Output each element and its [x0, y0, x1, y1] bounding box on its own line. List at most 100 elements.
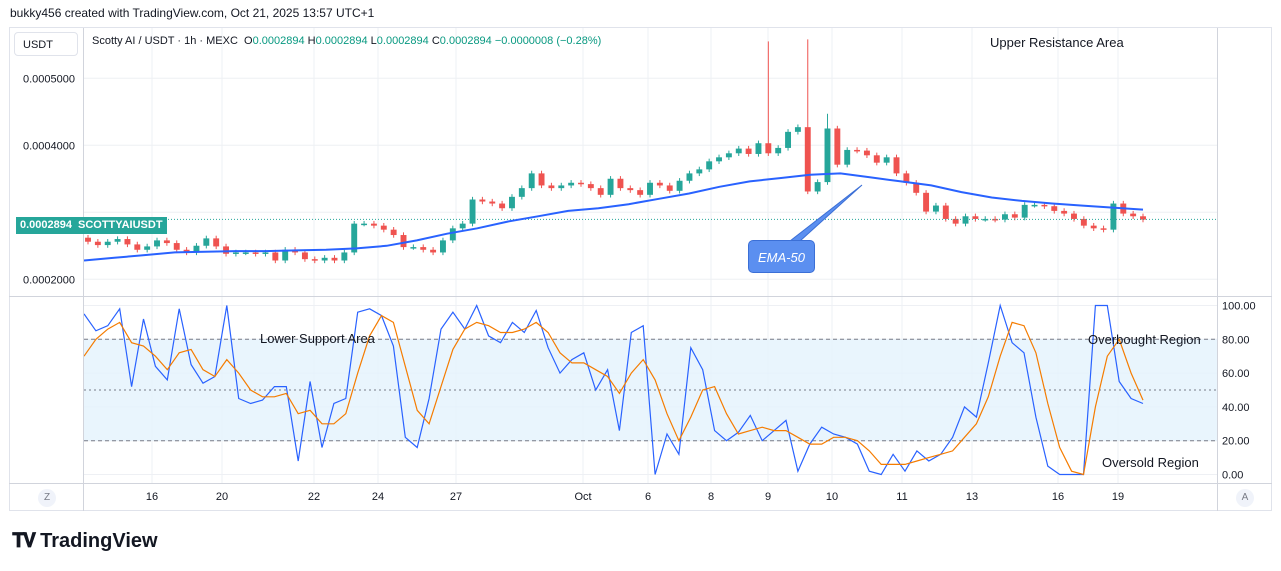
- candle-body: [676, 180, 683, 191]
- x-tick-label: 24: [372, 491, 384, 503]
- tv-logo-text: TradingView: [40, 530, 158, 552]
- stoch-layer: [83, 303, 1144, 476]
- candle-body: [124, 239, 131, 245]
- candle-body: [1051, 206, 1058, 211]
- stoch-d-line: [83, 314, 1144, 476]
- candle-body: [656, 182, 663, 186]
- candle-body: [1100, 228, 1107, 230]
- candle-body: [903, 173, 910, 183]
- high-label: H: [307, 35, 316, 47]
- candle-body: [716, 157, 722, 162]
- candle-body: [992, 218, 999, 221]
- low-value: 0.0002894: [376, 35, 429, 47]
- axis-labels: 16 20 22 24 27 Oct 6 8 9 10 11 13 16 190.00020000.000…: [23, 73, 1256, 503]
- candle-body: [1041, 204, 1048, 207]
- candle-body: [745, 148, 752, 154]
- price-tick-label: 0.0002000: [23, 274, 75, 286]
- symbol-legend: Scotty AI / USDT · 1h · MEXC O0.0002894 …: [92, 35, 601, 47]
- candle-body: [134, 244, 141, 250]
- stoch-bands: [84, 338, 1217, 442]
- candle-body: [430, 249, 437, 253]
- candle-body: [725, 153, 732, 158]
- change-value: −0.0000008 (−0.28%): [494, 35, 602, 47]
- stoch-tick-label: 20.00: [1222, 436, 1250, 448]
- candle-body: [597, 188, 604, 195]
- axes: [9, 28, 1272, 511]
- tradingview-logo: 𝐓𝐕 TradingView: [12, 530, 158, 553]
- candle-body: [400, 235, 407, 248]
- candle-body: [479, 199, 486, 202]
- open-label: O: [244, 35, 253, 47]
- candle-body: [873, 155, 880, 163]
- stoch-tick-label: 0.00: [1222, 470, 1243, 482]
- currency-button[interactable]: USDT: [14, 32, 78, 56]
- ema-callout-pointer: [788, 184, 863, 242]
- candle-body: [528, 173, 535, 189]
- stoch-tick-label: 80.00: [1222, 334, 1250, 346]
- ema-50-line: [83, 172, 1144, 262]
- candle-body: [489, 201, 496, 204]
- candle-body: [183, 249, 190, 253]
- low-label: L: [370, 35, 377, 47]
- candle-body: [252, 252, 259, 254]
- candle-body: [775, 147, 782, 154]
- stoch-tick-label: 60.00: [1222, 368, 1250, 380]
- candle-body: [706, 161, 713, 170]
- auto-scale-button[interactable]: A: [1236, 489, 1254, 507]
- x-tick-label: 16: [1052, 491, 1064, 503]
- candle-body: [410, 247, 417, 249]
- candle-body: [952, 218, 959, 224]
- candle-body: [932, 205, 939, 212]
- candle-body: [1061, 210, 1068, 214]
- candle-body: [331, 257, 338, 261]
- candle-body: [558, 185, 565, 189]
- last-price-tag: 0.0002894 SCOTTYAIUSDT: [16, 217, 167, 234]
- candle-body: [1090, 225, 1097, 229]
- candle-body: [942, 205, 949, 219]
- high-value: 0.0002894: [315, 35, 368, 47]
- candle-body: [696, 169, 703, 174]
- candle-body: [370, 223, 377, 226]
- candle-body: [420, 247, 427, 250]
- candle-body: [154, 240, 160, 247]
- candle-body: [341, 252, 348, 261]
- candle-body: [686, 173, 693, 181]
- candle-body: [1080, 218, 1087, 226]
- price-tick-label: 0.0004000: [23, 140, 75, 152]
- candle-body: [163, 240, 170, 244]
- candle-body: [893, 157, 900, 174]
- candles: [84, 39, 1217, 264]
- candle-body: [666, 185, 673, 191]
- price-tick-label: 0.0005000: [23, 73, 75, 85]
- candle-body: [144, 246, 151, 250]
- log-scale-button[interactable]: Z: [38, 489, 56, 507]
- candle-body: [1002, 214, 1008, 220]
- candle-body: [1021, 204, 1028, 218]
- candle-body: [844, 149, 851, 165]
- candle-body: [834, 128, 841, 165]
- candle-body: [962, 216, 969, 224]
- stoch-tick-label: 100.00: [1222, 300, 1256, 312]
- x-tick-label: Oct: [574, 491, 591, 503]
- stoch-k-line: [83, 303, 1144, 476]
- candle-body: [913, 182, 920, 193]
- close-label: C: [431, 35, 440, 47]
- candle-body: [114, 239, 121, 242]
- candle-body: [1011, 214, 1018, 218]
- candle-body: [104, 241, 111, 246]
- candle-body: [459, 223, 466, 229]
- x-tick-label: 27: [450, 491, 462, 503]
- ticker-label: SCOTTYAIUSDT: [78, 219, 163, 231]
- candle-body: [735, 148, 742, 154]
- candle-body: [193, 245, 200, 253]
- candle-body: [755, 143, 762, 154]
- close-value: 0.0002894: [439, 35, 492, 47]
- x-tick-label: 6: [645, 491, 651, 503]
- symbol-name: Scotty AI / USDT · 1h · MEXC: [92, 35, 238, 47]
- candle-body: [1130, 213, 1137, 217]
- oversold-label: Oversold Region: [1102, 455, 1199, 470]
- candle-body: [923, 192, 930, 212]
- candle-body: [647, 182, 653, 195]
- tv-logo-icon: 𝐓𝐕: [12, 530, 36, 552]
